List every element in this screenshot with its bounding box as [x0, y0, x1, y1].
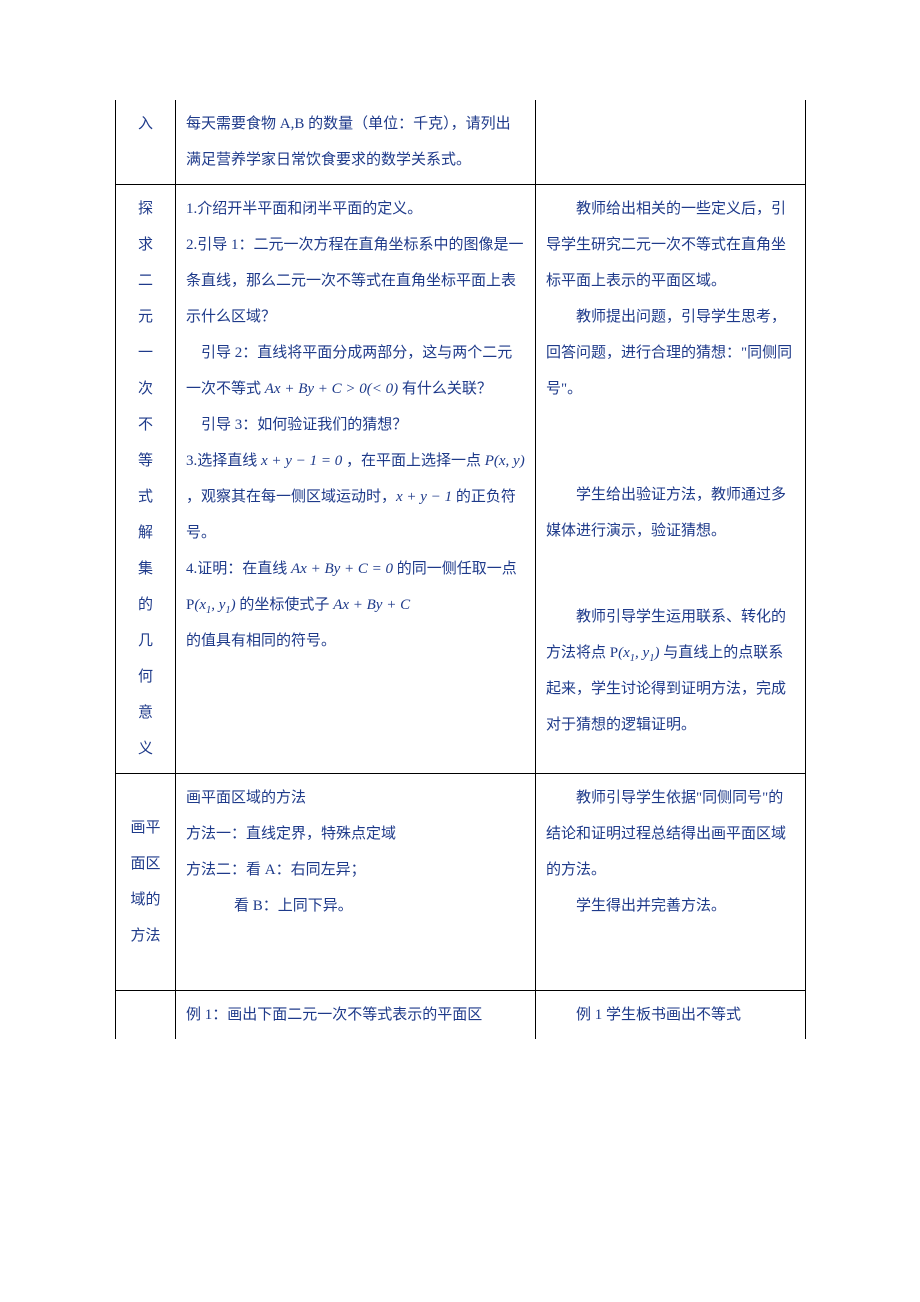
m4: 看 B：上同下异。 [186, 888, 525, 924]
formula-line: x + y − 1 = 0 [261, 453, 342, 469]
m1: 画平面区域的方法 [186, 780, 525, 816]
vchar: 方法 [126, 918, 165, 954]
r4: 教师引导学生运用联系、转化的方法将点 P(x1, y1) 与直线上的点联系起来，… [546, 599, 795, 743]
formula-pxy: P(x, y) [485, 453, 525, 469]
vchar: 画平 [126, 810, 165, 846]
row-explore: 探 求 二 元 一 次 不 等 式 解 集 的 几 何 意 义 1.介绍开半平面… [116, 185, 806, 774]
p6b: 的值具有相同的符号。 [186, 623, 525, 659]
vchar: 探 [126, 191, 165, 227]
vchar: 义 [126, 731, 165, 767]
p2: 2.引导 1：二元一次方程在直角坐标系中的图像是一条直线，那么二元一次不等式在直… [186, 227, 525, 335]
m3: 方法二：看 A：右同左异； [186, 852, 525, 888]
vchar: 何 [126, 659, 165, 695]
spacer [546, 407, 795, 477]
row1-right [536, 100, 806, 185]
vchar: 面区 [126, 846, 165, 882]
row1-left: 入 [116, 100, 176, 185]
text: 4.证明：在直线 [186, 561, 291, 577]
row1-mid: 每天需要食物 A,B 的数量（单位：千克），请列出满足营养学家日常饮食要求的数学… [176, 100, 536, 185]
vchar: 二 [126, 263, 165, 299]
p6: 4.证明：在直线 Ax + By + C = 0 的同一侧任取一点 P(x1, … [186, 551, 525, 623]
row3-left: 画平 面区 域的 方法 [116, 774, 176, 991]
row4-right: 例 1 学生板书画出不等式 [536, 991, 806, 1040]
formula-px1y1: P(x1, y1) [186, 597, 236, 613]
vchar: 不 [126, 407, 165, 443]
lesson-plan-table: 入 每天需要食物 A,B 的数量（单位：千克），请列出满足营养学家日常饮食要求的… [115, 100, 806, 1039]
row-example: 例 1：画出下面二元一次不等式表示的平面区 例 1 学生板书画出不等式 [116, 991, 806, 1040]
text: ，在平面上选择一点 [342, 453, 485, 469]
r3: 学生给出验证方法，教师通过多媒体进行演示，验证猜想。 [546, 477, 795, 549]
r2: 教师提出问题，引导学生思考，回答问题，进行合理的猜想："同侧同号"。 [546, 299, 795, 407]
vchar: 域的 [126, 882, 165, 918]
vchar: 意 [126, 695, 165, 731]
text: 的同一侧任取一点 [393, 561, 517, 577]
text: ，观察其在每一侧区域运动时， [186, 489, 396, 505]
formula-ax-by-c: Ax + By + C [333, 597, 410, 613]
row2-left: 探 求 二 元 一 次 不 等 式 解 集 的 几 何 意 义 [116, 185, 176, 774]
vchar: 解 [126, 515, 165, 551]
vchar: 次 [126, 371, 165, 407]
p4: 引导 3：如何验证我们的猜想？ [186, 407, 525, 443]
text: 有什么关联？ [398, 381, 492, 397]
r2: 学生得出并完善方法。 [546, 888, 795, 924]
row-method: 画平 面区 域的 方法 画平面区域的方法 方法一：直线定界，特殊点定域 方法二：… [116, 774, 806, 991]
row2-mid: 1.介绍开半平面和闭半平面的定义。 2.引导 1：二元一次方程在直角坐标系中的图… [176, 185, 536, 774]
row2-right: 教师给出相关的一些定义后，引导学生研究二元一次不等式在直角坐标平面上表示的平面区… [536, 185, 806, 774]
formula-xy1: x + y − 1 [396, 489, 452, 505]
row4-left [116, 991, 176, 1040]
r1: 教师引导学生依据"同侧同号"的结论和证明过程总结得出画平面区域的方法。 [546, 780, 795, 888]
row-intro: 入 每天需要食物 A,B 的数量（单位：千克），请列出满足营养学家日常饮食要求的… [116, 100, 806, 185]
spacer [546, 549, 795, 599]
vchar: 一 [126, 335, 165, 371]
vchar: 式 [126, 479, 165, 515]
vchar: 集 [126, 551, 165, 587]
p3: 引导 2：直线将平面分成两部分，这与两个二元一次不等式 Ax + By + C … [186, 335, 525, 407]
p5: 3.选择直线 x + y − 1 = 0 ，在平面上选择一点 P(x, y) ，… [186, 443, 525, 551]
formula-ax-by-c-eq: Ax + By + C = 0 [291, 561, 393, 577]
vchar: 几 [126, 623, 165, 659]
r1: 教师给出相关的一些定义后，引导学生研究二元一次不等式在直角坐标平面上表示的平面区… [546, 191, 795, 299]
text: 3.选择直线 [186, 453, 261, 469]
formula-ax-by-c-ineq: Ax + By + C > 0(< 0) [265, 381, 398, 397]
vchar: 等 [126, 443, 165, 479]
formula-px1y1-right: P(x1, y1) [610, 645, 660, 661]
vchar: 的 [126, 587, 165, 623]
vchar: 求 [126, 227, 165, 263]
p1: 1.介绍开半平面和闭半平面的定义。 [186, 191, 525, 227]
vchar: 元 [126, 299, 165, 335]
row3-right: 教师引导学生依据"同侧同号"的结论和证明过程总结得出画平面区域的方法。 学生得出… [536, 774, 806, 991]
row3-mid: 画平面区域的方法 方法一：直线定界，特殊点定域 方法二：看 A：右同左异； 看 … [176, 774, 536, 991]
text: 的坐标使式子 [236, 597, 334, 613]
m2: 方法一：直线定界，特殊点定域 [186, 816, 525, 852]
row4-mid: 例 1：画出下面二元一次不等式表示的平面区 [176, 991, 536, 1040]
